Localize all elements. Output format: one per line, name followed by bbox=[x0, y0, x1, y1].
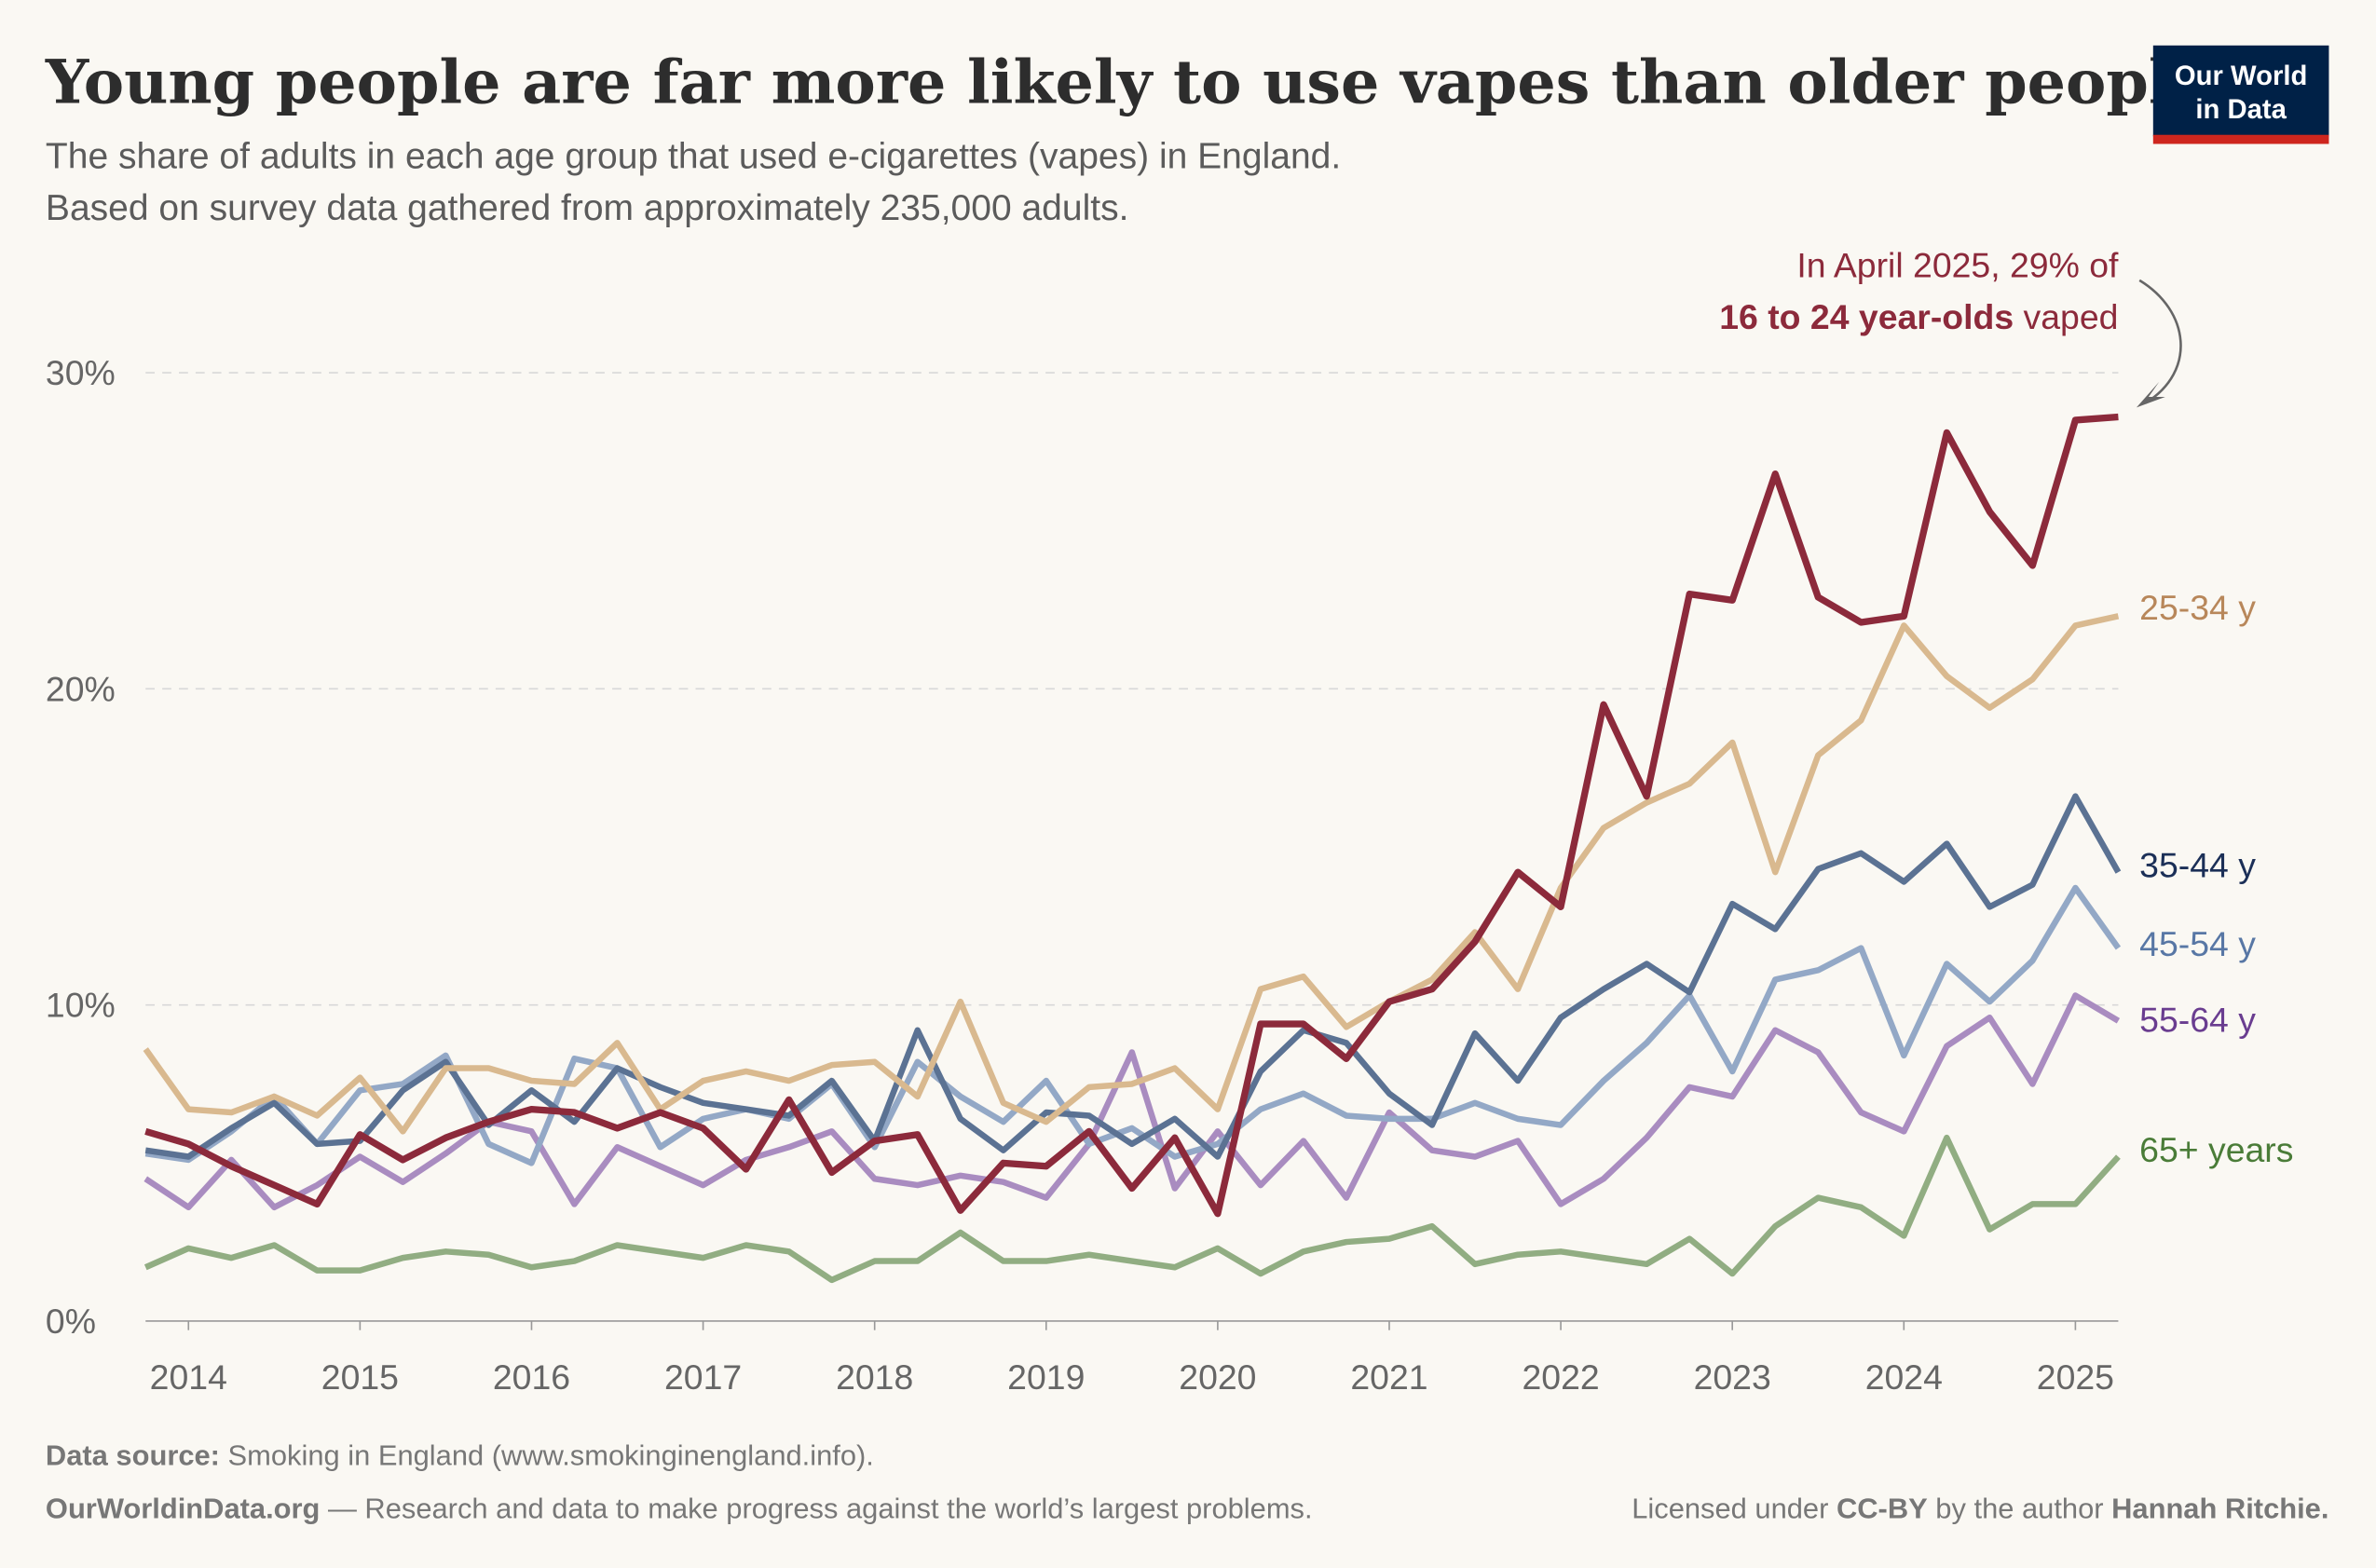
series-lines bbox=[143, 413, 2122, 1284]
y-tick-label: 10% bbox=[46, 986, 116, 1025]
annotation-arrow bbox=[2138, 279, 2182, 404]
series-label: 55-64 y bbox=[2139, 1000, 2256, 1039]
series-line-16-24-y[interactable] bbox=[144, 413, 2119, 1218]
author: Hannah Ritchie. bbox=[2111, 1492, 2328, 1524]
series-label: 65+ years bbox=[2139, 1130, 2293, 1169]
series-line-25-34-y[interactable] bbox=[143, 613, 2120, 1135]
owid-logo[interactable]: Our World in Data bbox=[2152, 45, 2329, 144]
source-label: Data source: bbox=[46, 1438, 220, 1471]
owid-text: — Research and data to make progress aga… bbox=[320, 1492, 1312, 1524]
x-tick-label: 2016 bbox=[493, 1357, 570, 1397]
series-line-55-64-y[interactable] bbox=[143, 992, 2121, 1211]
series-label: 35-44 y bbox=[2139, 846, 2256, 885]
y-tick-label: 20% bbox=[46, 669, 116, 708]
data-source: Data source: Smoking in England (www.smo… bbox=[46, 1438, 874, 1471]
x-tick-label: 2022 bbox=[1522, 1357, 1599, 1397]
annotation-bold: 16 to 24 year-olds bbox=[1719, 297, 2014, 336]
license-text: Licensed under bbox=[1632, 1492, 1837, 1524]
x-axis: 2014 2015 2016 2017 2018 2019 2020 2021 2022 2023… bbox=[150, 1320, 2114, 1397]
license-link[interactable]: CC-BY bbox=[1837, 1492, 1928, 1524]
annotation-arrowhead-icon bbox=[2136, 381, 2165, 408]
series-line-65-years[interactable] bbox=[143, 1134, 2121, 1284]
y-tick-label: 30% bbox=[46, 353, 116, 392]
series-label: 25-34 y bbox=[2139, 588, 2256, 627]
chart-title: Young people are far more likely to use … bbox=[45, 48, 2210, 118]
license: Licensed under CC-BY by the author Hanna… bbox=[1632, 1492, 2328, 1524]
x-tick-label: 2020 bbox=[1179, 1357, 1256, 1397]
grid: 0% 10% 20% 30% bbox=[46, 353, 2119, 1341]
annotation-line-1: In April 2025, 29% of bbox=[1796, 246, 2119, 285]
series-label: 45-54 y bbox=[2139, 924, 2256, 963]
x-tick-label: 2021 bbox=[1350, 1357, 1427, 1397]
chart-subtitle-2: Based on survey data gathered from appro… bbox=[46, 188, 1129, 228]
series-line-35-44-y[interactable] bbox=[144, 793, 2122, 1160]
x-tick-label: 2014 bbox=[150, 1357, 227, 1397]
logo-line-2: in Data bbox=[2195, 95, 2287, 125]
series-line-45-54-y[interactable] bbox=[144, 884, 2122, 1166]
owid-tagline: OurWorldinData.org — Research and data t… bbox=[46, 1492, 1313, 1524]
y-tick-label: 0% bbox=[46, 1302, 96, 1341]
x-tick-label: 2017 bbox=[664, 1357, 742, 1397]
logo-line-1: Our World bbox=[2175, 61, 2307, 91]
x-tick-label: 2023 bbox=[1694, 1357, 1771, 1397]
x-tick-label: 2025 bbox=[2037, 1357, 2114, 1397]
source-text: Smoking in England (www.smokinginengland… bbox=[220, 1438, 874, 1471]
series-labels: 25-34 y 35-44 y 45-54 y 55-64 y 65+ years bbox=[2139, 588, 2293, 1169]
annotation: In April 2025, 29% of 16 to 24 year-olds… bbox=[1719, 246, 2182, 408]
x-tick-label: 2018 bbox=[836, 1357, 913, 1397]
owid-link[interactable]: OurWorldinData.org bbox=[46, 1492, 320, 1524]
annotation-line-2: 16 to 24 year-olds vaped bbox=[1719, 297, 2118, 336]
license-mid: by the author bbox=[1928, 1492, 2111, 1524]
x-tick-label: 2019 bbox=[1007, 1357, 1085, 1397]
chart-subtitle-1: The share of adults in each age group th… bbox=[46, 136, 1341, 176]
x-tick-label: 2024 bbox=[1865, 1357, 1943, 1397]
x-tick-label: 2015 bbox=[321, 1357, 399, 1397]
annotation-rest: vaped bbox=[2014, 297, 2118, 336]
